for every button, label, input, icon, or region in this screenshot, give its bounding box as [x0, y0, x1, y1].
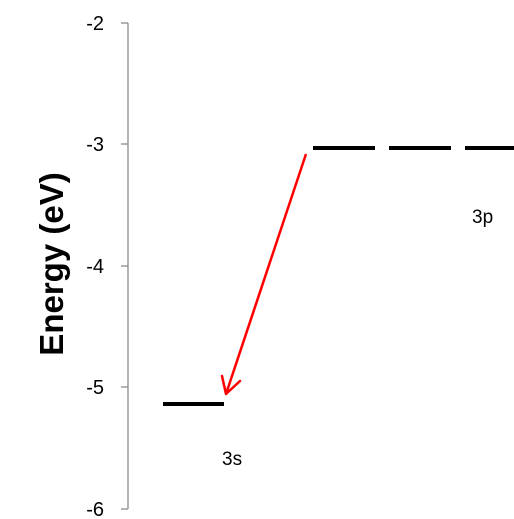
- y-tick-label: -4: [86, 256, 104, 278]
- y-tick-label: -2: [86, 13, 104, 35]
- y-tick-label: -5: [86, 377, 104, 399]
- transition-arrow: [224, 153, 308, 395]
- y-tick-label: -6: [86, 499, 104, 519]
- y-axis-title: Energy (eV): [33, 172, 70, 356]
- level-label-3p: 3p: [472, 207, 493, 228]
- transition-arrowhead: [220, 374, 242, 396]
- level-label-3s: 3s: [222, 449, 242, 470]
- y-tick-label: -3: [86, 134, 104, 156]
